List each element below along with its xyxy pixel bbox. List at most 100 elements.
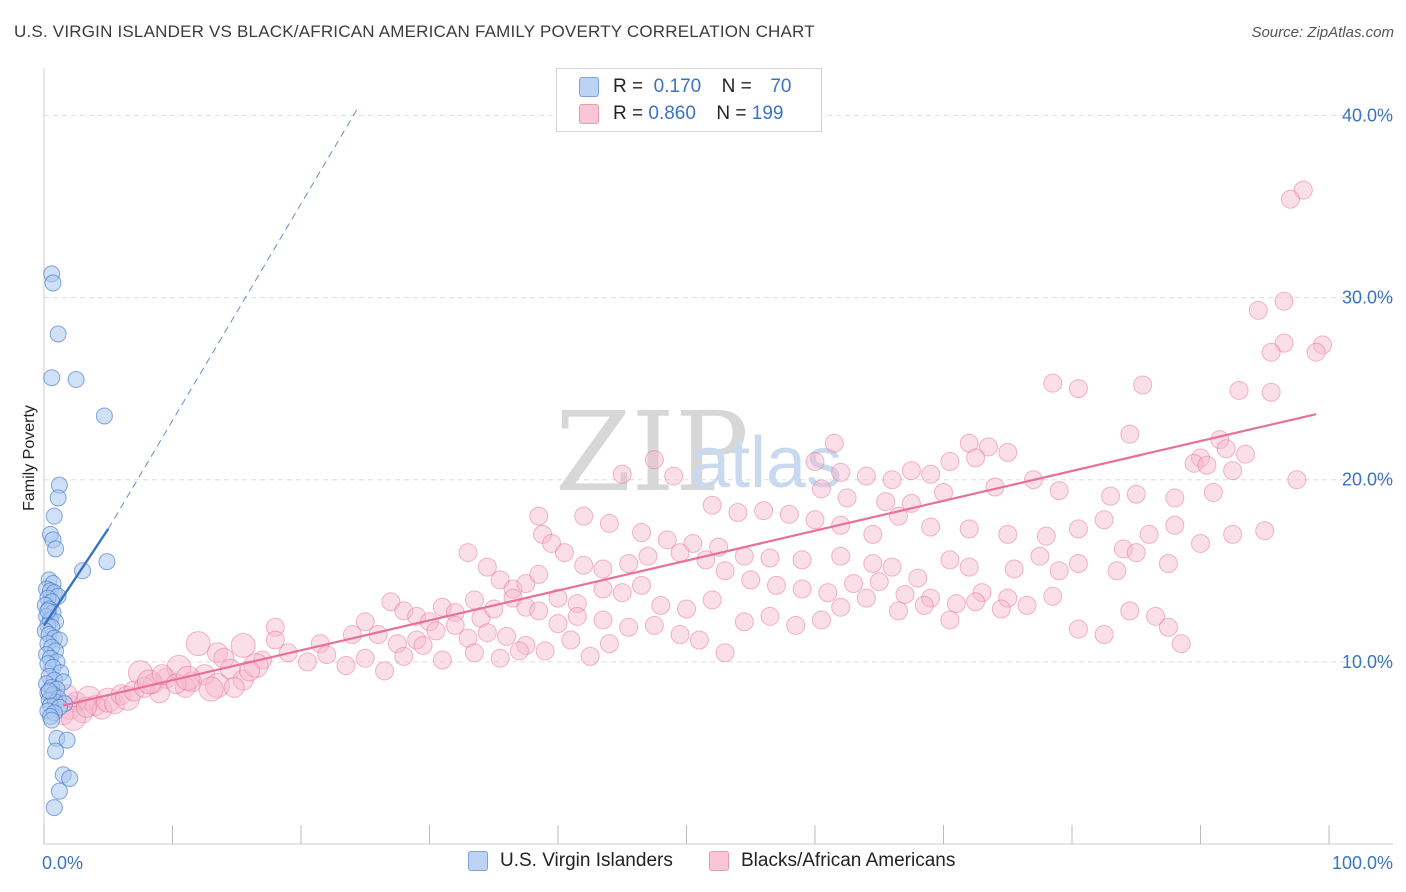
data-point-black	[464, 643, 484, 663]
data-point-black	[1107, 561, 1127, 581]
data-point-black	[1165, 488, 1185, 508]
bottom-legend-black-african-americans: Blacks/African Americans	[709, 850, 955, 872]
data-point-black	[1261, 342, 1281, 362]
data-point-black	[1126, 543, 1146, 563]
data-point-black	[593, 579, 613, 599]
data-point-virgin-islander	[95, 407, 113, 425]
data-point-black	[1120, 424, 1140, 444]
data-point-black	[464, 590, 484, 610]
data-point-virgin-islander	[58, 731, 76, 749]
data-point-black	[529, 601, 549, 621]
data-point-black	[1255, 521, 1275, 541]
data-point-black	[580, 646, 600, 666]
data-point-virgin-islander	[43, 369, 61, 387]
legend-r-value: 0.170	[653, 76, 702, 97]
data-point-black	[940, 452, 960, 471]
legend-r-label: R =	[613, 103, 644, 124]
data-point-black	[940, 610, 960, 630]
data-point-black	[198, 676, 224, 702]
data-point-black	[760, 548, 780, 568]
data-point-black	[1126, 484, 1146, 504]
data-point-black	[204, 673, 230, 699]
data-point-black	[715, 643, 735, 663]
data-point-black	[811, 479, 831, 499]
data-point-black	[317, 645, 337, 665]
data-point-black	[1120, 601, 1140, 621]
trend-line-black	[63, 413, 1317, 707]
data-point-black	[779, 504, 799, 524]
data-point-black	[702, 495, 722, 515]
data-point-black	[1158, 554, 1178, 573]
data-point-virgin-islander	[47, 742, 65, 760]
data-point-black	[394, 601, 414, 621]
data-point-black	[239, 660, 261, 682]
data-point-black	[432, 597, 452, 617]
data-point-black	[664, 466, 684, 486]
legend-row-virgin-islanders: R = 0.170 N = 70	[579, 75, 791, 99]
data-point-black	[477, 623, 497, 643]
data-point-black	[632, 523, 652, 543]
data-point-black	[1043, 373, 1063, 393]
data-point-black	[1113, 539, 1133, 559]
data-point-black	[1313, 335, 1333, 355]
chart-title: U.S. VIRGIN ISLANDER VS BLACK/AFRICAN AM…	[14, 22, 815, 41]
data-point-black	[792, 579, 812, 599]
data-point-black	[657, 530, 677, 550]
data-point-black	[1171, 634, 1191, 654]
data-point-black	[1274, 291, 1294, 311]
data-point-black	[1133, 375, 1153, 395]
legend-r-value: 0.860	[648, 103, 696, 124]
data-point-black	[355, 648, 375, 668]
data-point-black	[869, 572, 889, 592]
data-point-black	[1280, 189, 1300, 209]
data-point-black	[407, 606, 427, 626]
data-point-black	[1191, 533, 1210, 553]
legend-n-label: N =	[716, 103, 747, 124]
source-label: Source: ZipAtlas.com	[1251, 24, 1394, 41]
legend-swatch-blue	[579, 77, 599, 97]
legend-row-black-african-americans: R = 0.860 N = 199	[579, 102, 783, 126]
data-point-black	[940, 550, 960, 570]
series-blacks-african-americans	[52, 180, 1333, 731]
data-point-black	[1043, 586, 1063, 606]
data-point-black	[959, 519, 979, 539]
data-point-black	[336, 656, 356, 675]
y-axis-title: Family Poverty	[21, 405, 38, 511]
bottom-legend-virgin-islanders: U.S. Virgin Islanders	[468, 850, 673, 872]
data-point-black	[1068, 379, 1088, 399]
data-point-black	[61, 705, 87, 731]
data-point-black	[882, 470, 902, 490]
series-us-virgin-islanders	[36, 265, 116, 817]
y-tick-label: 30.0%	[1342, 288, 1393, 308]
bottom-legend-label: U.S. Virgin Islanders	[500, 850, 673, 871]
watermark-zip: ZIP	[555, 388, 749, 516]
data-point-black	[811, 610, 831, 630]
data-point-black	[966, 448, 986, 468]
legend-n-label: N =	[721, 76, 752, 97]
data-point-black	[612, 464, 632, 484]
data-point-black	[355, 612, 375, 632]
data-point-black	[998, 588, 1018, 608]
data-point-black	[946, 594, 966, 614]
watermark-atlas: atlas	[690, 423, 842, 503]
data-point-virgin-islander	[67, 371, 85, 389]
data-point-black	[921, 464, 941, 484]
data-point-black	[223, 676, 245, 698]
bottom-legend-swatch-blue	[468, 851, 488, 871]
data-point-black	[1261, 382, 1281, 402]
data-point-black	[458, 543, 478, 563]
data-point-black	[901, 461, 921, 481]
data-point-black	[548, 614, 568, 634]
data-point-black	[831, 546, 851, 566]
data-point-black	[766, 575, 786, 595]
data-point-black	[805, 452, 825, 471]
data-point-black	[529, 506, 549, 526]
data-point-black	[593, 610, 613, 630]
data-point-black	[1223, 461, 1243, 481]
data-point-black	[490, 648, 510, 668]
data-point-black	[1017, 595, 1037, 615]
data-point-black	[206, 642, 228, 664]
data-point-virgin-islander	[45, 507, 63, 525]
data-point-black	[1306, 342, 1326, 362]
